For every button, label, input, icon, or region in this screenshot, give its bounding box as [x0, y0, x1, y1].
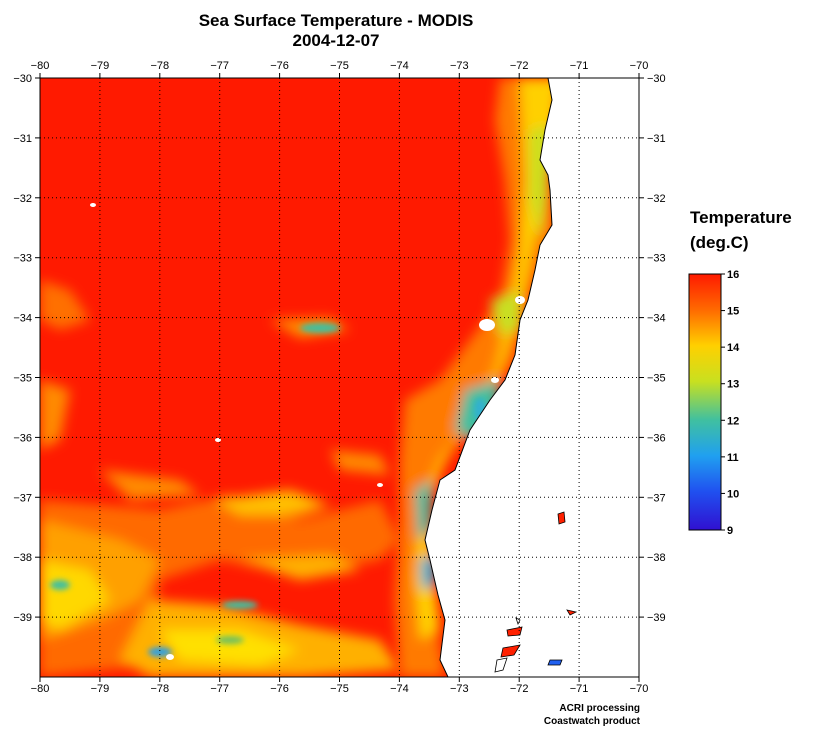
lon-label-bottom: −72 — [510, 683, 529, 695]
colorbar-label: 14 — [727, 342, 740, 354]
lat-label-left: −36 — [13, 432, 32, 444]
cool-water-patches — [40, 280, 400, 677]
lat-label-left: −32 — [13, 193, 32, 205]
lon-label-top: −78 — [150, 60, 169, 72]
map-date: 2004-12-07 — [292, 31, 380, 50]
lat-label-left: −30 — [13, 73, 32, 85]
lon-label-bottom: −80 — [31, 683, 50, 695]
colorbar-label: 9 — [727, 525, 733, 537]
lat-label-left: −38 — [13, 552, 32, 564]
credit-product: Coastwatch product — [543, 716, 640, 727]
lat-label-right: −36 — [647, 432, 666, 444]
lat-label-right: −34 — [647, 313, 666, 325]
cool-spots — [50, 323, 486, 657]
lat-label-left: −33 — [13, 253, 32, 265]
lon-label-top: −79 — [91, 60, 110, 72]
map-title: Sea Surface Temperature - MODIS — [198, 11, 474, 30]
lat-label-left: −39 — [13, 612, 32, 624]
colorbar — [688, 273, 722, 531]
lat-label-right: −35 — [647, 373, 666, 385]
lat-label-right: −37 — [647, 492, 666, 504]
lon-label-bottom: −74 — [390, 683, 409, 695]
lon-label-top: −75 — [330, 60, 349, 72]
colorbar-label: 16 — [727, 269, 739, 281]
colorbar-label: 12 — [727, 415, 739, 427]
colorbar-label: 13 — [727, 379, 739, 391]
lon-label-bottom: −76 — [270, 683, 289, 695]
tick-labels: −80 −80 −79 −79 −78 −78 −77 −77 −76 −76 −75 −75 −74 −… — [13, 60, 665, 695]
lon-label-bottom: −79 — [91, 683, 110, 695]
no-data-patches — [90, 203, 525, 660]
lat-label-right: −38 — [647, 552, 666, 564]
lon-label-bottom: −77 — [210, 683, 229, 695]
gridlines — [35, 73, 644, 682]
lat-label-left: −34 — [13, 313, 32, 325]
legend-title: Temperature — [690, 208, 792, 227]
lon-label-bottom: −75 — [330, 683, 349, 695]
lon-label-top: −74 — [390, 60, 409, 72]
lat-label-right: −32 — [647, 193, 666, 205]
lon-label-bottom: −71 — [570, 683, 589, 695]
lat-label-left: −31 — [13, 133, 32, 145]
lon-label-top: −72 — [510, 60, 529, 72]
colorbar-labels: 16 15 14 13 12 11 10 9 — [721, 269, 740, 537]
lon-label-bottom: −73 — [450, 683, 469, 695]
lat-label-left: −37 — [13, 492, 32, 504]
colorbar-label: 11 — [727, 452, 739, 464]
lon-label-top: −77 — [210, 60, 229, 72]
lat-label-right: −30 — [647, 73, 666, 85]
legend-unit: (deg.C) — [690, 233, 749, 252]
lat-label-right: −39 — [647, 612, 666, 624]
lon-label-top: −73 — [450, 60, 469, 72]
lon-label-top: −71 — [570, 60, 589, 72]
lon-label-bottom: −70 — [630, 683, 649, 695]
lat-label-right: −31 — [647, 133, 666, 145]
lon-label-top: −80 — [31, 60, 50, 72]
colorbar-label: 10 — [727, 488, 739, 500]
map-frame — [39, 77, 640, 678]
lon-label-top: −76 — [270, 60, 289, 72]
lat-label-left: −35 — [13, 373, 32, 385]
sst-field — [40, 78, 639, 677]
lat-label-right: −33 — [647, 253, 666, 265]
lon-label-top: −70 — [630, 60, 649, 72]
colorbar-label: 15 — [727, 306, 739, 318]
lon-label-bottom: −78 — [150, 683, 169, 695]
credit-processing: ACRI processing — [559, 703, 640, 714]
